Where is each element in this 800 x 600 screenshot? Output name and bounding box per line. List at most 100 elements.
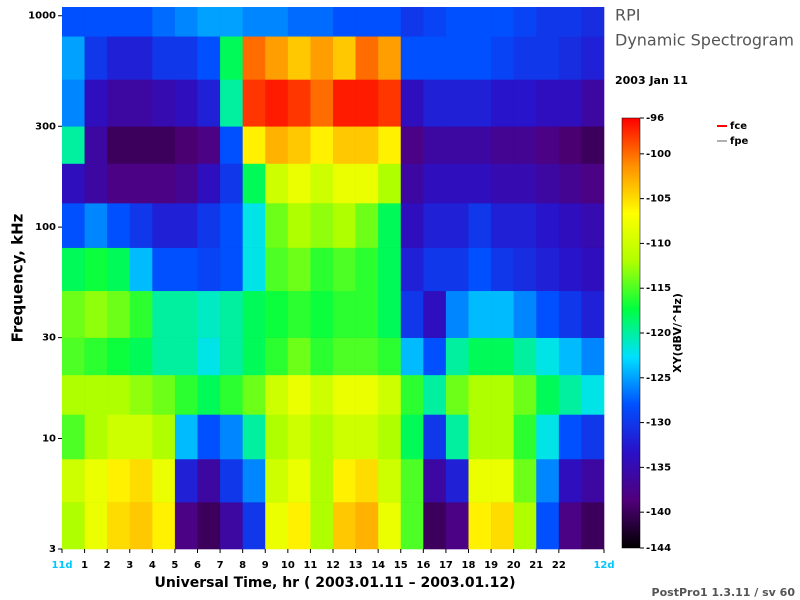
heatmap-cell — [513, 414, 537, 460]
colorbar — [621, 117, 641, 549]
heatmap-cell — [581, 374, 605, 415]
heatmap-cell — [129, 414, 153, 460]
heatmap-cell — [174, 374, 198, 415]
heatmap-cell — [468, 337, 492, 376]
heatmap-cell — [491, 290, 514, 338]
heatmap-cell — [287, 337, 311, 376]
heatmap-cell — [378, 126, 402, 164]
heatmap-cell — [581, 247, 605, 292]
heatmap-cell — [558, 414, 582, 460]
heatmap-cell — [220, 290, 243, 338]
heatmap-cell — [513, 203, 537, 248]
y-axis-label: Frequency, kHz — [9, 213, 27, 342]
heatmap-cell — [378, 458, 402, 503]
x-tick-label: 19 — [484, 560, 498, 571]
heatmap-cell — [378, 163, 402, 204]
heatmap-cell — [378, 36, 402, 80]
heatmap-cell — [513, 7, 537, 37]
heatmap-cell — [333, 79, 356, 127]
heatmap-cell — [84, 126, 108, 164]
heatmap-cell — [107, 163, 131, 204]
heatmap-cell — [581, 126, 605, 164]
heatmap-cell — [62, 247, 85, 292]
heatmap-cell — [355, 414, 379, 460]
heatmap-cell — [84, 203, 108, 248]
heatmap-cell — [107, 7, 131, 37]
heatmap-cell — [220, 458, 243, 503]
footer: PostPro1 1.3.11 / sv 60 — [652, 586, 796, 599]
heatmap-cell — [310, 502, 334, 550]
x-tick-label: 17 — [439, 560, 453, 571]
heatmap-cell — [355, 502, 379, 550]
heatmap-cell — [197, 126, 221, 164]
heatmap-cell — [129, 36, 153, 80]
heatmap-cell — [197, 290, 221, 338]
heatmap-cell — [513, 290, 537, 338]
heatmap-cell — [333, 203, 356, 248]
y-tick-label: 1000 — [28, 11, 56, 22]
heatmap-cell — [242, 163, 266, 204]
heatmap-cell — [333, 374, 356, 415]
heatmap-cell — [62, 126, 85, 164]
heatmap-cell — [197, 36, 221, 80]
heatmap-cell — [513, 79, 537, 127]
colorbar-tick-label: -144 — [646, 543, 671, 554]
legend-label: fpe — [730, 136, 749, 147]
heatmap-cell — [84, 374, 108, 415]
heatmap-cell — [265, 7, 289, 37]
x-tick-label: 8 — [239, 560, 246, 571]
heatmap-cell — [558, 7, 582, 37]
heatmap-cell — [536, 414, 560, 460]
heatmap-cell — [378, 337, 402, 376]
heatmap-cell — [333, 163, 356, 204]
heatmap-cell — [536, 290, 560, 338]
heatmap-cell — [265, 163, 289, 204]
heatmap-cell — [445, 203, 469, 248]
heatmap-cell — [581, 337, 605, 376]
heatmap-cell — [400, 36, 424, 80]
heatmap-cell — [242, 36, 266, 80]
x-tick-label: 5 — [171, 560, 178, 571]
heatmap-cell — [423, 502, 447, 550]
heatmap-cell — [310, 36, 334, 80]
heatmap-cell — [287, 458, 311, 503]
heatmap-cell — [513, 337, 537, 376]
heatmap-cell — [287, 79, 311, 127]
heatmap-cell — [242, 290, 266, 338]
heatmap-cell — [220, 247, 243, 292]
heatmap-cell — [265, 203, 289, 248]
heatmap-cell — [468, 502, 492, 550]
heatmap-cell — [152, 414, 176, 460]
heatmap-cell — [129, 337, 153, 376]
x-tick-label: 10 — [281, 560, 295, 571]
heatmap-cell — [242, 458, 266, 503]
heatmap-cell — [220, 79, 243, 127]
heatmap-cell — [333, 36, 356, 80]
heatmap-cell — [265, 36, 289, 80]
heatmap-cell — [581, 502, 605, 550]
heatmap-cell — [558, 337, 582, 376]
heatmap-cell — [378, 414, 402, 460]
heatmap-cell — [265, 247, 289, 292]
heatmap-cell — [558, 458, 582, 503]
heatmap-cell — [581, 79, 605, 127]
heatmap-cell — [333, 337, 356, 376]
heatmap-cell — [445, 163, 469, 204]
heatmap-cell — [265, 337, 289, 376]
heatmap-cell — [333, 290, 356, 338]
heatmap-cell — [84, 247, 108, 292]
x-tick-label: 3 — [126, 560, 133, 571]
heatmap-cell — [423, 203, 447, 248]
heatmap-cell — [536, 247, 560, 292]
heatmap-cell — [491, 247, 514, 292]
colorbar-tick-label: -110 — [646, 238, 671, 249]
heatmap-cell — [129, 247, 153, 292]
heatmap-cell — [265, 374, 289, 415]
heatmap-cell — [310, 203, 334, 248]
heatmap-cell — [242, 337, 266, 376]
heatmap-cell — [174, 7, 198, 37]
x-tick-label: 12 — [326, 560, 340, 571]
x-tick-label: 11d — [51, 560, 72, 571]
heatmap-cell — [378, 203, 402, 248]
heatmap-cell — [287, 126, 311, 164]
